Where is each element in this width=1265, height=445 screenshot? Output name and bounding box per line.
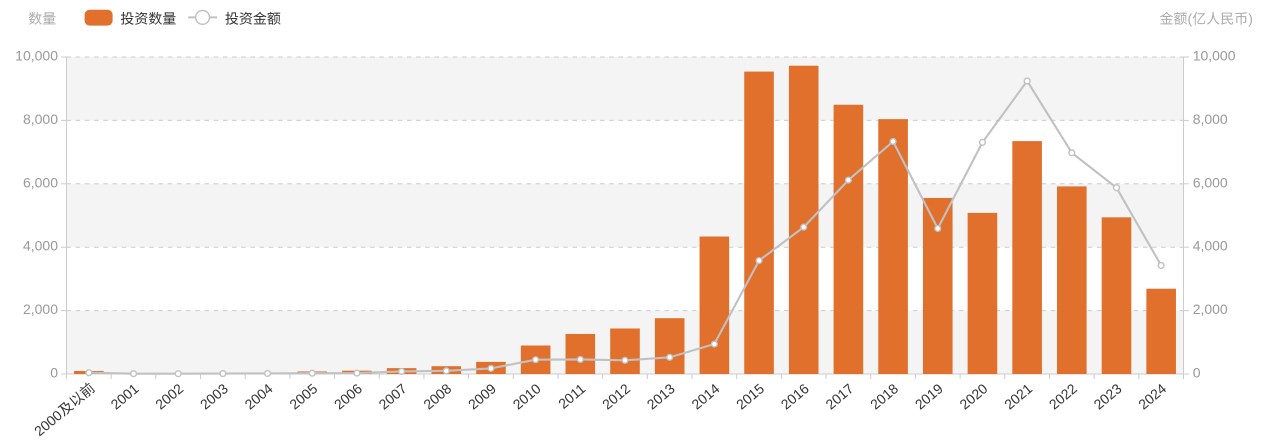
- svg-text:6,000: 6,000: [23, 174, 58, 190]
- svg-text:(: (: [1188, 11, 1193, 27]
- svg-text:8,000: 8,000: [1193, 111, 1228, 127]
- svg-text:10,000: 10,000: [1193, 48, 1236, 64]
- svg-text:2,000: 2,000: [23, 301, 58, 317]
- svg-text:2,000: 2,000: [1193, 301, 1228, 317]
- svg-text:0: 0: [1193, 365, 1201, 381]
- svg-text:4,000: 4,000: [23, 238, 58, 254]
- svg-text:): ): [1248, 11, 1253, 27]
- svg-text:0: 0: [50, 365, 58, 381]
- svg-text:8,000: 8,000: [23, 111, 58, 127]
- svg-text:4,000: 4,000: [1193, 238, 1228, 254]
- svg-text:6,000: 6,000: [1193, 174, 1228, 190]
- svg-text:10,000: 10,000: [15, 48, 58, 64]
